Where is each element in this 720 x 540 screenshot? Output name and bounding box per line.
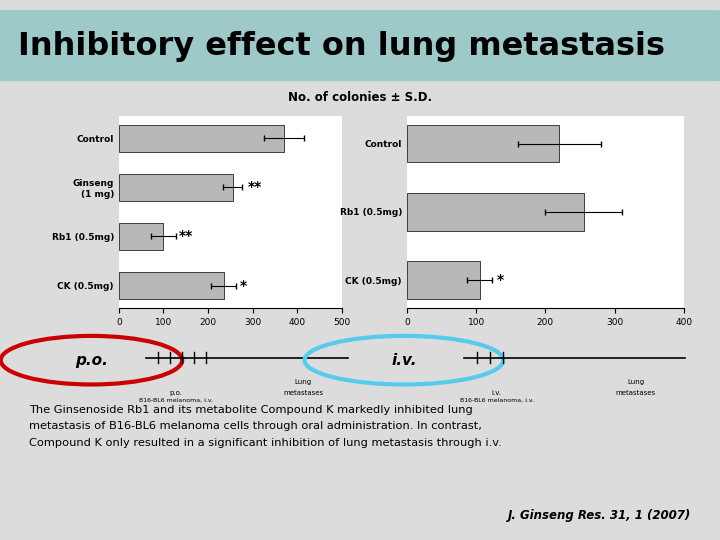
Text: B16-BL6 melanoma, i.v.: B16-BL6 melanoma, i.v. xyxy=(139,398,213,403)
Text: **: ** xyxy=(179,230,193,244)
Text: *: * xyxy=(497,273,504,287)
FancyBboxPatch shape xyxy=(0,10,720,81)
Text: i.v.: i.v. xyxy=(391,353,417,368)
Bar xyxy=(407,261,480,299)
Bar xyxy=(119,174,233,201)
Text: metastases: metastases xyxy=(616,389,656,396)
Text: p.o.: p.o. xyxy=(170,389,183,396)
Text: Lung: Lung xyxy=(627,379,644,385)
Text: i.v.: i.v. xyxy=(492,389,502,396)
Text: J. Ginseng Res. 31, 1 (2007): J. Ginseng Res. 31, 1 (2007) xyxy=(508,509,691,522)
Text: The Ginsenoside Rb1 and its metabolite Compound K markedly inhibited lung
metast: The Ginsenoside Rb1 and its metabolite C… xyxy=(29,405,502,448)
Bar xyxy=(407,125,559,163)
Text: Lung: Lung xyxy=(294,379,312,385)
Text: *: * xyxy=(239,279,246,293)
Text: No. of colonies ± S.D.: No. of colonies ± S.D. xyxy=(288,91,432,104)
Bar xyxy=(407,193,583,231)
Text: metastases: metastases xyxy=(283,389,323,396)
Bar xyxy=(119,125,284,152)
Bar xyxy=(119,272,224,299)
Text: **: ** xyxy=(248,180,263,194)
Text: p.o.: p.o. xyxy=(75,353,108,368)
Text: Inhibitory effect on lung metastasis: Inhibitory effect on lung metastasis xyxy=(18,31,665,62)
Bar xyxy=(119,223,163,250)
Text: B16-BL6 melanoma, i.v.: B16-BL6 melanoma, i.v. xyxy=(459,398,534,403)
